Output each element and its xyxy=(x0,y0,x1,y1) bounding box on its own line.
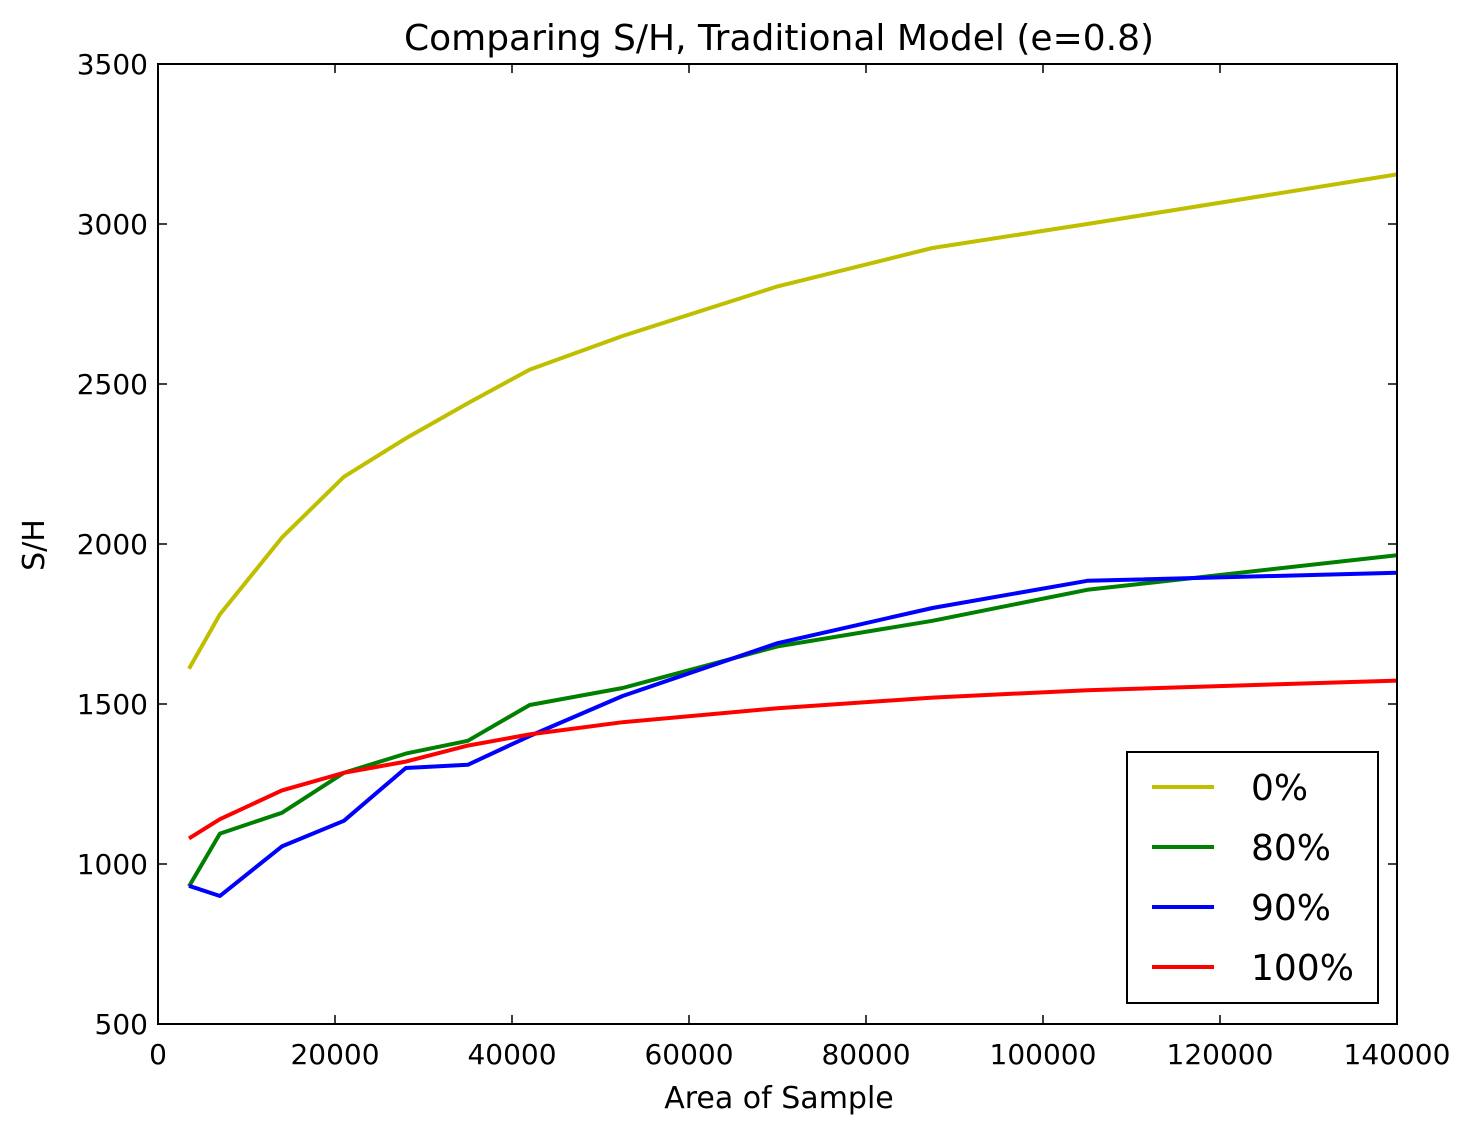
x-tick-label: 100000 xyxy=(990,1038,1097,1071)
series-line-100pct xyxy=(187,678,1398,841)
axis-ticks: 0 20000 40000 60000 80000 100000 120000 140000 5… xyxy=(77,48,1451,1071)
series-line-0pct xyxy=(187,172,1398,670)
legend-box xyxy=(1126,751,1379,1004)
series-line-80pct xyxy=(187,553,1398,888)
x-tick-label: 20000 xyxy=(290,1038,379,1071)
x-tick-label: 120000 xyxy=(1167,1038,1274,1071)
x-tick-label: 0 xyxy=(149,1038,167,1071)
y-axis-label: S/H xyxy=(17,519,52,571)
y-tick-label: 500 xyxy=(95,1008,148,1041)
x-tick-label: 140000 xyxy=(1344,1038,1451,1071)
chart-title: Comparing S/H, Traditional Model (e=0.8) xyxy=(404,18,1154,59)
plot-frame xyxy=(157,63,1398,1025)
y-tick-label: 3500 xyxy=(77,48,148,81)
legend-label: 0% xyxy=(1251,768,1308,809)
y-tick-label: 1500 xyxy=(77,688,148,721)
y-tick-label: 2500 xyxy=(77,368,148,401)
legend-label: 90% xyxy=(1251,888,1331,929)
y-tick-label: 3000 xyxy=(77,208,148,241)
series-line-90pct xyxy=(188,570,1398,898)
x-tick-label: 80000 xyxy=(821,1038,910,1071)
x-tick-label: 60000 xyxy=(644,1038,733,1071)
legend-label: 100% xyxy=(1251,948,1354,989)
legend-label: 80% xyxy=(1251,828,1331,869)
y-tick-label: 2000 xyxy=(77,528,148,561)
y-tick-label: 1000 xyxy=(77,848,148,881)
series-layer xyxy=(187,172,1398,898)
x-tick-label: 40000 xyxy=(467,1038,556,1071)
legend: 0% 80% 90% 100% xyxy=(1126,751,1379,1004)
x-axis-label: Area of Sample xyxy=(664,1081,894,1116)
